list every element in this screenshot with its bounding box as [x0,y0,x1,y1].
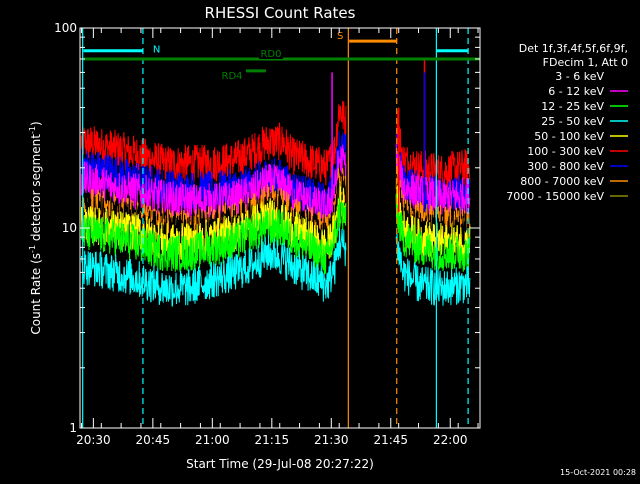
legend-entry-label: 6 - 12 keV [548,85,604,98]
legend: Det 1f,3f,4f,5f,6f,9f,FDecim 1, Att 03 -… [506,42,628,203]
legend-entry-label: 50 - 100 keV [534,130,604,143]
y-tick-label: 100 [54,21,77,35]
x-tick-label: 22:00 [433,433,468,447]
legend-header: Det 1f,3f,4f,5f,6f,9f, [519,42,628,55]
x-tick-label: 20:30 [76,433,111,447]
series-line [81,197,347,275]
x-tick-label: 21:00 [195,433,230,447]
y-axis-label-part: Count Rate (s [29,253,43,335]
plot-area [81,58,471,307]
y-axis-label-sup: -1 [28,126,37,134]
y-axis-label-sup: -1 [28,245,37,253]
legend-entry-label: 800 - 7000 keV [520,175,604,188]
x-tick-label: 21:30 [314,433,349,447]
annotation-label: N [153,45,160,56]
footer-date: 15-Oct-2021 00:28 [560,468,636,477]
legend-entry-label: 100 - 300 keV [527,145,604,158]
annotation-label: S [337,31,343,42]
legend-entry-label: 3 - 6 keV [555,70,604,83]
annotation-label: RD4 [222,71,243,82]
y-tick-label: 1 [69,421,77,435]
x-tick-label: 21:45 [373,433,408,447]
annotation-label-bg [258,47,283,59]
x-axis-label: Start Time (29-Jul-08 20:27:22) [186,457,374,471]
legend-entry-label: 12 - 25 keV [541,100,604,113]
legend-entry-label: 25 - 50 keV [541,115,604,128]
annotation-layer: N RD0 RD4 S [82,28,480,428]
y-axis-label-part: ) [29,121,43,126]
legend-header: FDecim 1, Att 0 [543,56,628,69]
y-tick-label: 10 [62,221,77,235]
annotation-label: RD0 [260,49,281,60]
series-line [395,193,471,272]
x-tick-label: 21:15 [255,433,290,447]
series-group [81,58,471,307]
axes-layer: 1 10 100 20:30 20:45 21:00 21:15 21:30 21:45 22:0… [54,21,481,447]
y-axis-label: Count Rate (s-1 detector segment-1) [28,121,43,334]
legend-entry-label: 300 - 800 keV [527,160,604,173]
chart-title: RHESSI Count Rates [205,4,356,22]
series-line [81,144,347,224]
y-axis-label-part: detector segment [29,134,43,245]
x-tick-label: 20:45 [136,433,171,447]
series-line [81,227,347,307]
legend-entry-label: 7000 - 15000 keV [506,190,604,203]
series-line [395,231,471,306]
